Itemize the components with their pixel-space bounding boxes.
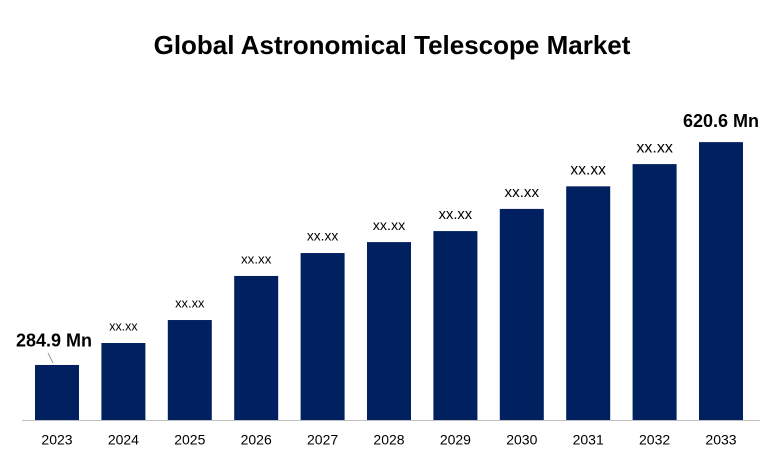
x-tick-label: 2031 xyxy=(573,432,604,448)
bar xyxy=(699,142,743,420)
x-tick-label: 2029 xyxy=(440,432,471,448)
bar xyxy=(300,253,345,420)
data-label: 620.6 Mn xyxy=(683,111,759,131)
data-label: 284.9 Mn xyxy=(16,331,92,351)
bar xyxy=(632,164,677,420)
data-label: xx.xx xyxy=(241,251,272,266)
data-label: xx.xx xyxy=(109,319,138,333)
leader-line xyxy=(47,352,54,364)
x-tick-label: 2025 xyxy=(174,432,205,448)
x-tick-label: 2024 xyxy=(108,432,139,448)
data-label: xx.xx xyxy=(636,138,673,156)
data-label: xx.xx xyxy=(373,218,405,234)
x-tick-label: 2033 xyxy=(705,432,736,448)
data-label: xx.xx xyxy=(307,229,339,244)
bar xyxy=(101,342,146,420)
bar xyxy=(234,275,279,420)
x-tick-label: 2030 xyxy=(506,432,537,448)
bar xyxy=(35,364,79,420)
x-tick-label: 2027 xyxy=(307,432,338,448)
x-tick-label: 2023 xyxy=(41,432,72,448)
x-tick-label: 2032 xyxy=(639,432,670,448)
bar xyxy=(433,231,478,420)
bar xyxy=(499,208,544,420)
bar xyxy=(367,242,411,420)
data-label: xx.xx xyxy=(570,161,606,178)
bar xyxy=(167,320,212,420)
x-tick-label: 2026 xyxy=(241,432,272,448)
data-label: xx.xx xyxy=(175,295,205,310)
x-tick-label: 2028 xyxy=(373,432,404,448)
data-label: xx.xx xyxy=(439,207,473,223)
data-label: xx.xx xyxy=(505,184,540,201)
chart-title: Global Astronomical Telescope Market xyxy=(154,30,631,60)
bar xyxy=(566,186,611,420)
